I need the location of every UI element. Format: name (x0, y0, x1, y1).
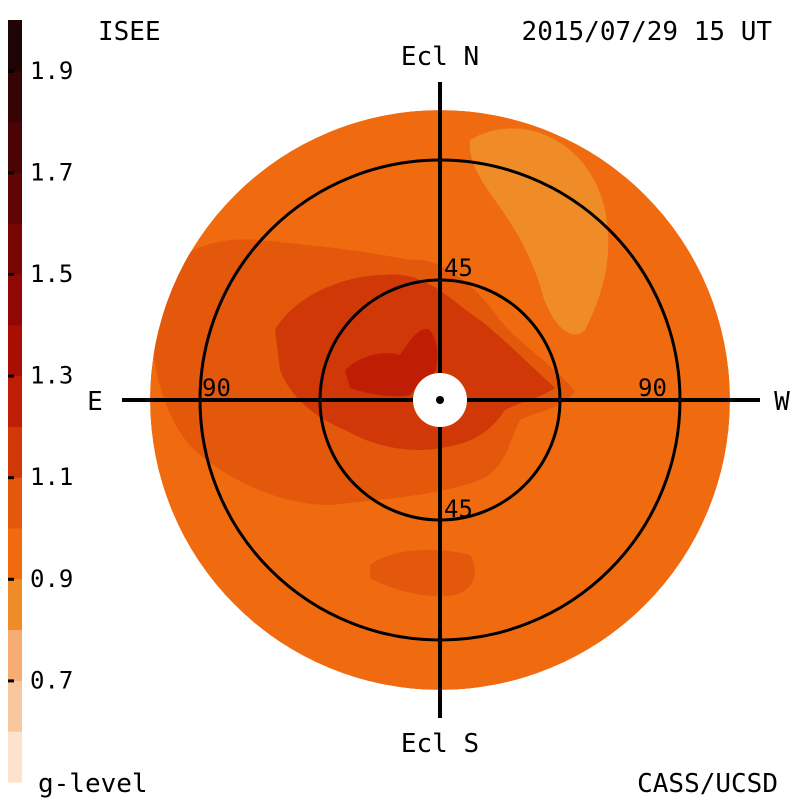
level-region-south-patch (370, 549, 475, 597)
colorbar-tick-label-4: 1.1 (30, 463, 73, 491)
colorbar-tick-mark-6 (8, 679, 14, 683)
colorbar-bin-2 (8, 629, 22, 681)
sun-center-dot (436, 396, 444, 404)
colorbar-bin-12 (8, 121, 22, 173)
direction-ecliptic-south: Ecl S (401, 729, 479, 759)
level-region-inner-core (345, 329, 438, 397)
colorbar-bin-1 (8, 680, 22, 732)
colorbar-tick-mark-0 (8, 69, 14, 73)
credit-label: CASS/UCSD (637, 769, 778, 799)
colorbar-bin-13 (8, 70, 22, 123)
colorbar-tick-label-3: 1.3 (30, 362, 73, 390)
direction-west: W (774, 387, 790, 417)
colorbar (8, 20, 22, 783)
direction-east: E (87, 387, 103, 417)
colorbar-bin-4 (8, 528, 22, 580)
colorbar-tick-mark-5 (8, 577, 14, 581)
colorbar-bin-9 (8, 274, 22, 326)
colorbar-tick-mark-4 (8, 476, 14, 480)
colorbar-bin-14 (8, 20, 22, 72)
colorbar-bin-7 (8, 375, 22, 427)
colorbar-bin-0 (8, 731, 22, 783)
colorbar-tick-label-0: 1.9 (30, 57, 73, 85)
ring-label-90-east: 90 (202, 374, 231, 402)
colorbar-tick-label-1: 1.7 (30, 158, 73, 186)
direction-ecliptic-north: Ecl N (401, 42, 479, 72)
colorbar-tick-label-6: 0.7 (30, 666, 73, 694)
ring-label-90-west: 90 (638, 374, 667, 402)
colorbar-tick-mark-3 (8, 374, 14, 378)
ring-label-45-south: 45 (444, 495, 473, 523)
org-label: ISEE (98, 17, 161, 47)
colorbar-bin-11 (8, 172, 22, 224)
colorbar-tick-mark-2 (8, 273, 14, 276)
colorbar-bin-8 (8, 324, 22, 377)
colorbar-ticks: 1.9 1.7 1.5 1.3 1.1 0.9 0.7 (8, 57, 73, 694)
timestamp-label: 2015/07/29 15 UT (522, 17, 773, 47)
level-region-upper-right-lobe (469, 128, 609, 335)
colorbar-quantity-label: g-level (38, 769, 148, 799)
colorbar-bin-3 (8, 578, 22, 631)
colorbar-bin-6 (8, 426, 22, 478)
colorbar-bin-10 (8, 223, 22, 275)
ring-label-45-north: 45 (444, 254, 473, 282)
colorbar-bin-5 (8, 477, 22, 529)
colorbar-tick-label-2: 1.5 (30, 260, 73, 288)
colorbar-tick-label-5: 0.9 (30, 565, 73, 593)
colorbar-tick-mark-1 (8, 171, 14, 175)
